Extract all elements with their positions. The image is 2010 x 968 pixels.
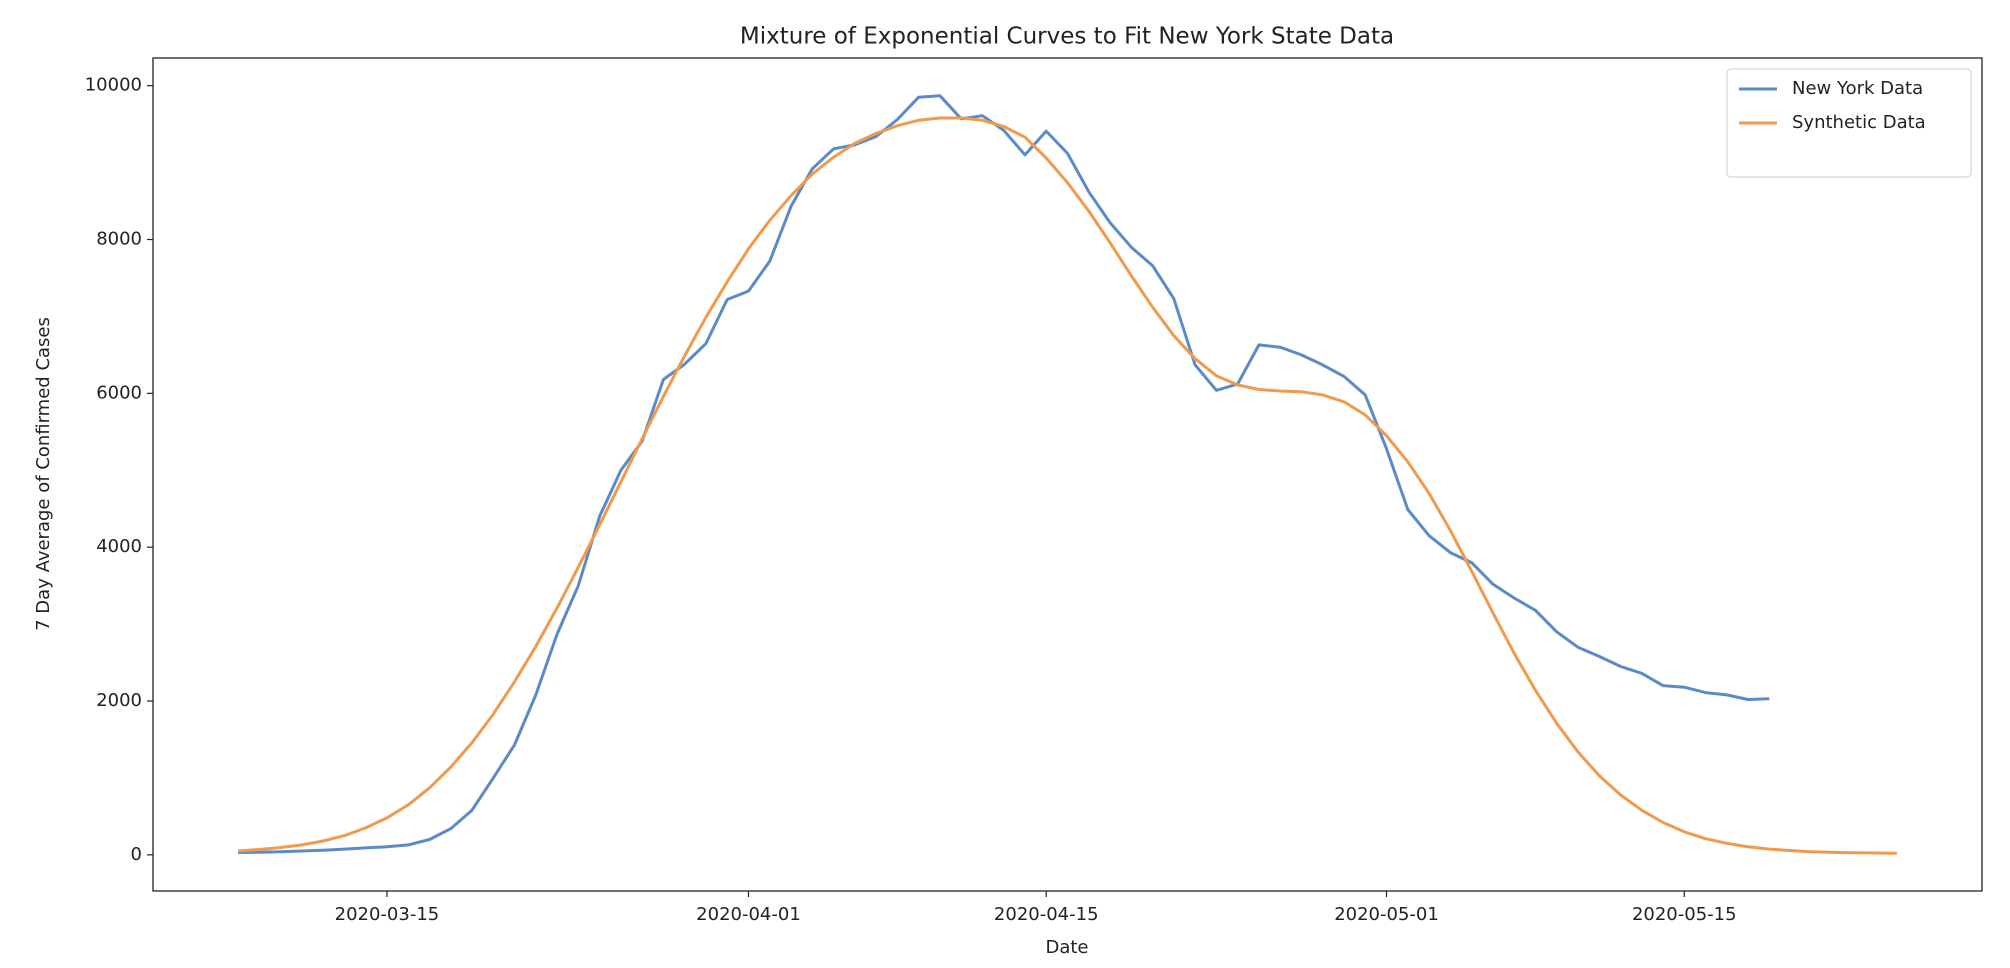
x-tick-label: 2020-05-15 [1632, 904, 1737, 925]
y-tick-label: 6000 [96, 382, 142, 403]
legend-box [1726, 68, 1972, 178]
plot-frame [152, 57, 1983, 892]
x-tick-label: 2020-04-01 [696, 904, 801, 925]
x-tick-label: 2020-03-15 [335, 904, 440, 925]
y-axis-label: 7 Day Average of Confirmed Cases [33, 317, 54, 631]
y-tick-label: 10000 [85, 75, 142, 96]
y-tick-label: 8000 [96, 229, 142, 250]
x-tick-label: 2020-05-01 [1334, 904, 1439, 925]
legend-label: Synthetic Data [1792, 112, 1926, 133]
y-tick-label: 0 [131, 844, 142, 865]
chart-title: Mixture of Exponential Curves to Fit New… [740, 24, 1394, 50]
line-series [237, 116, 1897, 855]
legend-label: New York Data [1792, 78, 1923, 99]
y-tick-label: 2000 [96, 690, 142, 711]
x-axis-label: Date [1045, 937, 1088, 958]
y-tick-label: 4000 [96, 536, 142, 557]
line-series [238, 94, 1770, 854]
x-tick-label: 2020-04-15 [994, 904, 1099, 925]
